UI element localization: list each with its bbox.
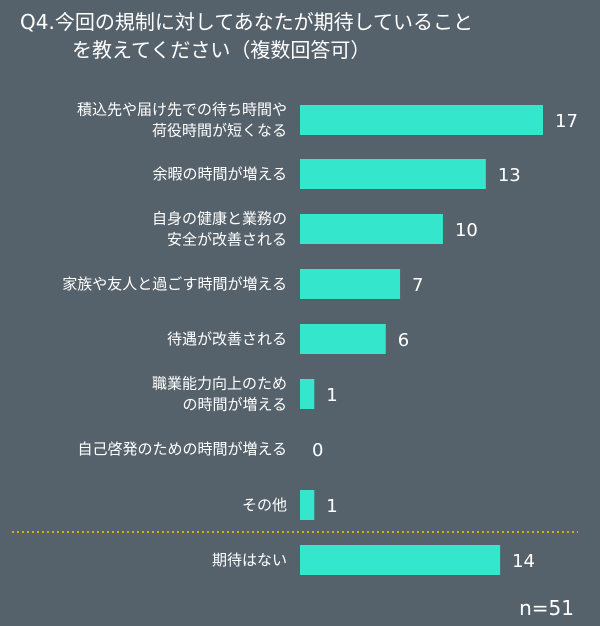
bar-1	[300, 159, 486, 189]
category-label-3: 家族や友人と過ごす時間が増える	[62, 275, 287, 293]
chart-title-line2: を教えてください（複数回答可）	[72, 38, 371, 62]
bar-4	[300, 324, 386, 354]
category-label-0: 積込先や届け先での待ち時間や荷役時間が短くなる	[77, 101, 287, 140]
category-label-1: 余暇の時間が増える	[152, 165, 287, 183]
value-label-6: 0	[312, 440, 323, 461]
category-label-4: 待遇が改善される	[167, 330, 287, 348]
category-label-8: 期待はない	[212, 551, 287, 569]
value-label-1: 13	[498, 165, 521, 186]
value-label-8: 14	[512, 551, 535, 572]
bar-2	[300, 214, 443, 244]
category-label-2: 自身の健康と業務の安全が改善される	[152, 210, 287, 249]
bar-8	[300, 545, 501, 575]
sample-size-label: n=51	[519, 596, 574, 620]
bar-3	[300, 269, 401, 299]
value-label-5: 1	[326, 385, 337, 406]
value-label-4: 6	[398, 330, 409, 351]
bar-7	[300, 490, 315, 520]
value-label-7: 1	[326, 496, 337, 517]
value-label-3: 7	[412, 275, 423, 296]
category-label-6: 自己啓発のための時間が増える	[77, 440, 287, 458]
value-label-0: 17	[555, 111, 578, 132]
category-label-7: その他	[242, 496, 287, 514]
bar-5	[300, 379, 315, 409]
chart-title: Q4.今回の規制に対してあなたが期待していること を教えてください（複数回答可）	[20, 8, 590, 64]
value-label-2: 10	[455, 220, 478, 241]
category-label-5: 職業能力向上のための時間が増える	[152, 375, 287, 414]
bar-0	[300, 105, 543, 135]
chart-title-line1: Q4.今回の規制に対してあなたが期待していること	[20, 10, 474, 34]
